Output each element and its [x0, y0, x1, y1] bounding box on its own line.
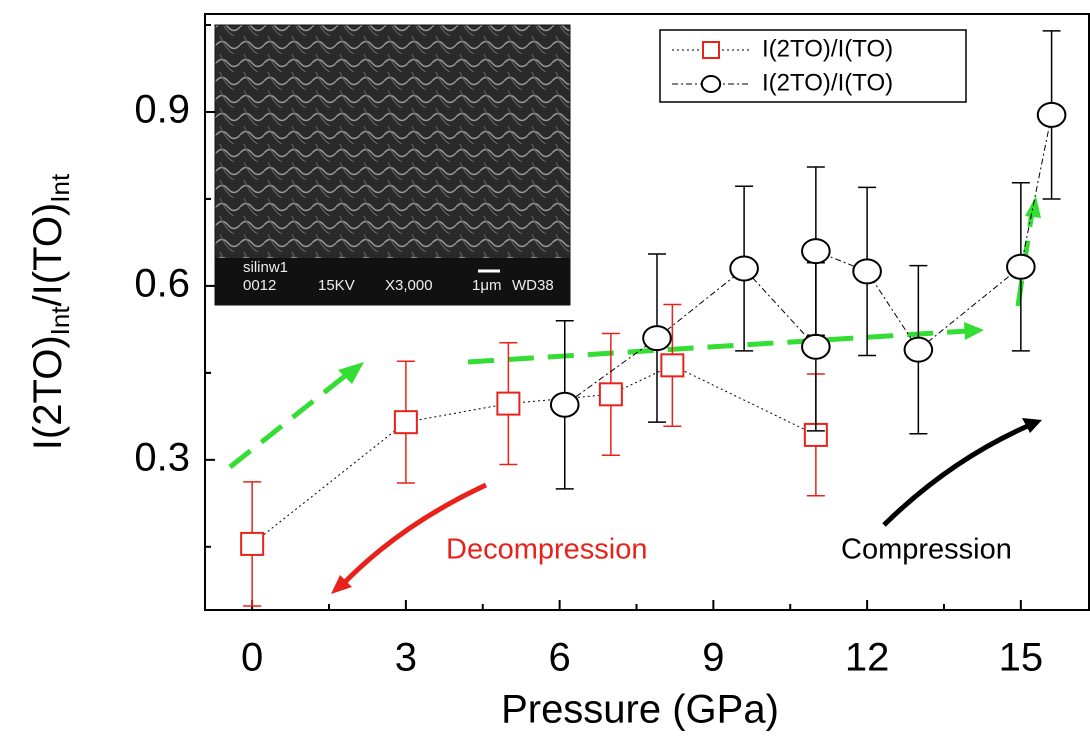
sem-info-bar — [215, 258, 570, 305]
x-tick-label: 0 — [241, 636, 263, 680]
annotation: Compression — [841, 534, 1012, 566]
red-arrow — [340, 482, 488, 587]
plot-frame — [204, 13, 1090, 611]
marker — [1036, 101, 1067, 128]
y-label-part: /I(TO) — [26, 203, 70, 307]
y-label-subscript: Int — [45, 173, 75, 203]
marker — [240, 531, 265, 556]
legend-label: I(2TO)/I(TO) — [762, 69, 893, 96]
y-axis-label: I(2TO)Int/I(TO)Int — [26, 173, 75, 450]
x-tick-label: 9 — [702, 636, 724, 680]
y-tick-label: 0.3 — [134, 435, 190, 479]
black-arrow — [882, 422, 1032, 527]
marker — [660, 353, 685, 378]
legend-label: I(2TO)/I(TO) — [762, 35, 893, 62]
marker — [642, 325, 672, 352]
x-tick-label: 3 — [395, 636, 417, 680]
inset-label: 1μm — [472, 277, 501, 294]
inset-label: WD38 — [512, 277, 554, 294]
x-axis-label: Pressure (GPa) — [501, 688, 779, 732]
x-tick-label: 6 — [548, 636, 570, 680]
y-label-subscript: Int — [45, 306, 75, 336]
arrow-head — [964, 322, 984, 340]
marker — [729, 255, 759, 282]
legend: I(2TO)/I(TO) I(2TO)/I(TO) — [659, 29, 967, 103]
marker — [549, 391, 580, 418]
arrow-head — [331, 575, 352, 594]
marker — [598, 382, 623, 407]
marker — [700, 75, 722, 93]
marker — [801, 333, 831, 360]
arrow-head — [338, 362, 364, 384]
inset-label: 15KV — [318, 277, 355, 294]
series-line — [564, 114, 1053, 406]
inset-label: X3,000 — [385, 277, 433, 294]
inset-label: silinw1 — [243, 259, 288, 276]
y-tick-label: 0.9 — [134, 88, 190, 132]
marker — [1006, 253, 1036, 280]
marker — [852, 258, 882, 285]
marker — [702, 41, 720, 59]
green-arrow — [228, 370, 352, 469]
series-line — [251, 364, 817, 545]
marker — [801, 238, 831, 265]
x-tick-label: 12 — [845, 636, 890, 680]
inset-label: 0012 — [243, 277, 276, 294]
annotation: Decompression — [446, 534, 647, 566]
arrow-head — [1022, 418, 1042, 433]
marker — [903, 336, 934, 363]
y-tick-label: 0.6 — [134, 261, 190, 305]
marker — [393, 410, 418, 435]
green-arrow — [467, 328, 969, 365]
marker — [496, 391, 521, 416]
arrow-head — [1025, 196, 1041, 218]
y-label-part: I(2TO) — [26, 335, 70, 450]
x-tick-label: 15 — [999, 636, 1044, 680]
